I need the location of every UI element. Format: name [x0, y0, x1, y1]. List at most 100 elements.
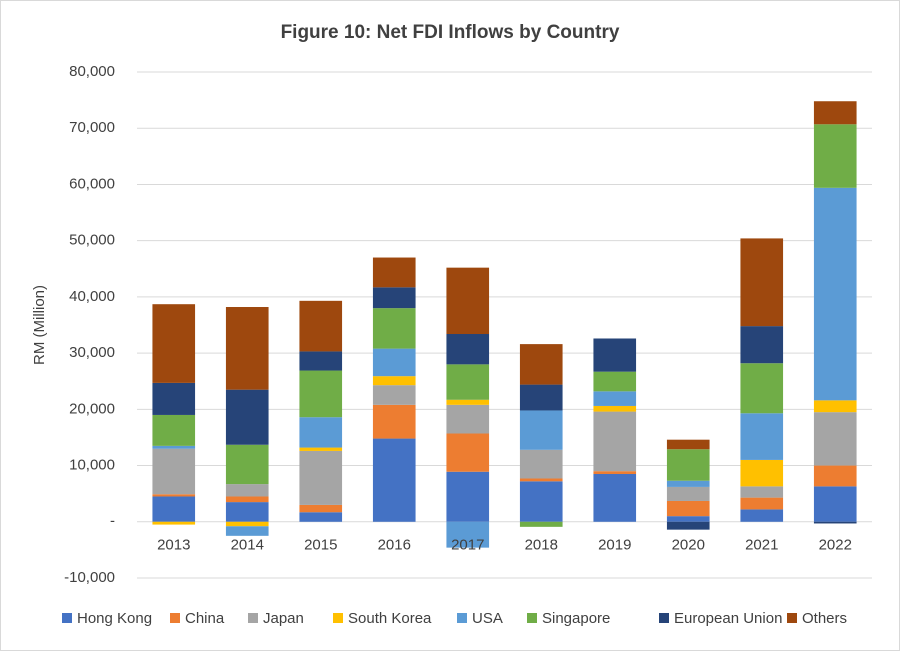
- bar-segment: [666, 486, 710, 501]
- bar-segment: [152, 382, 196, 415]
- bar-segment: [813, 465, 857, 487]
- bar-segment: [593, 471, 637, 474]
- bar-segment: [372, 308, 416, 349]
- y-tick-label: 60,000: [69, 175, 115, 192]
- bar-segment: [225, 444, 269, 485]
- legend-label: Hong Kong: [77, 610, 152, 627]
- bar-segment: [372, 438, 416, 522]
- bar-segment: [446, 404, 490, 434]
- legend-label: China: [185, 610, 225, 627]
- bar-segment: [813, 412, 857, 466]
- bar-segment: [813, 101, 857, 125]
- bar-segment: [740, 326, 784, 364]
- bar-segment: [446, 333, 490, 365]
- legend-label: Others: [802, 610, 847, 627]
- y-tick-label: -10,000: [64, 569, 115, 586]
- bar-segment: [372, 287, 416, 309]
- bar-segment: [813, 486, 857, 522]
- bar-segment: [299, 351, 343, 371]
- bar-segment: [446, 433, 490, 472]
- bar-segment: [299, 450, 343, 505]
- bar-segment: [446, 521, 490, 548]
- bar-segment: [372, 348, 416, 377]
- y-tick-label: 10,000: [69, 457, 115, 474]
- bar-segment: [593, 473, 637, 522]
- bar-segment: [666, 449, 710, 481]
- bar-segment: [519, 410, 563, 450]
- bar-segment: [152, 414, 196, 446]
- bar-segment: [446, 471, 490, 522]
- legend-label: South Korea: [348, 610, 432, 627]
- bar-segment: [299, 417, 343, 448]
- bar-segment: [740, 413, 784, 460]
- bar-segment: [152, 304, 196, 383]
- bar-segment: [666, 521, 710, 530]
- bar-segment: [225, 496, 269, 503]
- y-tick-label: 40,000: [69, 288, 115, 305]
- y-tick-label: 70,000: [69, 119, 115, 136]
- bar-segment: [593, 338, 637, 372]
- bar-segment: [519, 521, 563, 527]
- x-tick-label: 2013: [157, 537, 190, 554]
- bar-segment: [152, 445, 196, 449]
- bar-segment: [225, 526, 269, 536]
- bar-segment: [593, 391, 637, 406]
- legend-swatch: [333, 613, 343, 623]
- bar-segment: [813, 521, 857, 524]
- x-tick-label: 2021: [745, 537, 778, 554]
- bar-segment: [666, 439, 710, 450]
- bar-segment: [519, 344, 563, 385]
- bar-segment: [519, 449, 563, 479]
- y-axis-label: RM (Million): [31, 285, 48, 365]
- legend-label: European Union: [674, 610, 782, 627]
- x-tick-label: 2015: [304, 537, 337, 554]
- legend-swatch: [170, 613, 180, 623]
- y-tick-label: 80,000: [69, 63, 115, 80]
- legend-swatch: [659, 613, 669, 623]
- bar-segment: [666, 516, 710, 522]
- bar-segment: [813, 400, 857, 413]
- x-tick-label: 2014: [231, 537, 264, 554]
- bar-segment: [813, 124, 857, 188]
- legend-label: Singapore: [542, 610, 610, 627]
- bar-segment: [372, 257, 416, 288]
- bar-segment: [519, 384, 563, 411]
- chart-title: Figure 10: Net FDI Inflows by Country: [281, 22, 620, 43]
- bar-segment: [225, 307, 269, 390]
- x-tick-label: 2016: [378, 537, 411, 554]
- bar-segment: [740, 238, 784, 327]
- y-tick-label: 30,000: [69, 344, 115, 361]
- y-tick-label: -: [110, 513, 115, 530]
- x-tick-label: 2017: [451, 537, 484, 554]
- bar-segment: [152, 494, 196, 497]
- bar-segment: [593, 405, 637, 412]
- bar-segment: [372, 385, 416, 405]
- bar-segment: [519, 478, 563, 482]
- bar-segment: [372, 376, 416, 386]
- bar-segment: [446, 364, 490, 400]
- bar-segment: [225, 389, 269, 445]
- bar-segment: [740, 459, 784, 487]
- bar-segment: [299, 512, 343, 522]
- x-tick-label: 2019: [598, 537, 631, 554]
- bar-segment: [740, 497, 784, 510]
- bar-segment: [519, 481, 563, 522]
- x-tick-label: 2020: [672, 537, 705, 554]
- y-tick-label: 20,000: [69, 400, 115, 417]
- bar-segment: [740, 486, 784, 498]
- x-tick-label: 2022: [819, 537, 852, 554]
- bar-segment: [152, 496, 196, 522]
- bar-segment: [225, 502, 269, 522]
- bar-segment: [152, 521, 196, 525]
- legend-swatch: [787, 613, 797, 623]
- legend-swatch: [248, 613, 258, 623]
- bar-segment: [299, 370, 343, 418]
- legend-swatch: [527, 613, 537, 623]
- bar-segment: [593, 411, 637, 472]
- bar-segment: [225, 484, 269, 497]
- bar-segment: [152, 448, 196, 495]
- bar-segment: [666, 480, 710, 487]
- bar-segment: [446, 399, 490, 405]
- legend-swatch: [457, 613, 467, 623]
